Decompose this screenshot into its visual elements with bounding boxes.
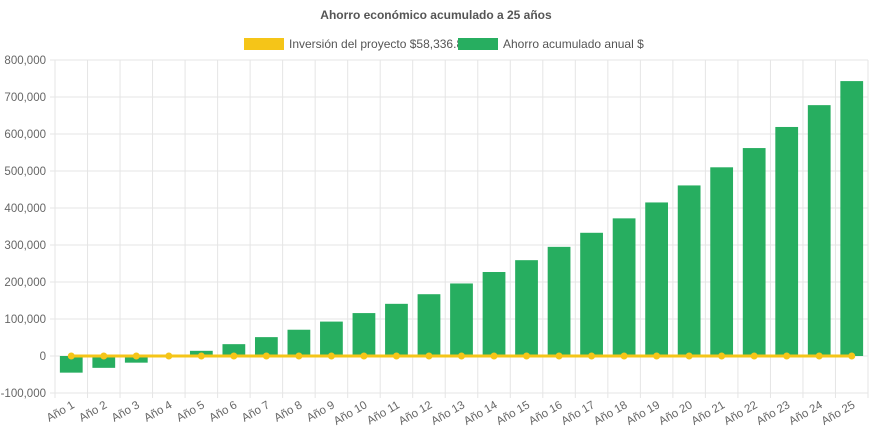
bar <box>222 344 246 356</box>
line-point <box>165 352 173 360</box>
bar <box>417 294 441 356</box>
chart-title: Ahorro económico acumulado a 25 años <box>320 8 552 22</box>
bar <box>59 356 83 373</box>
legend: Inversión del proyecto $58,336.85 Ahorro… <box>244 37 644 51</box>
y-tick-label: 300,000 <box>4 240 46 252</box>
x-tick-label: Año 1 <box>45 399 77 424</box>
y-tick-label: 0 <box>40 351 46 363</box>
x-tick-label: Año 8 <box>272 399 304 424</box>
bar <box>450 283 473 356</box>
x-tick-label: Año 11 <box>365 399 402 427</box>
line-point <box>425 352 433 360</box>
y-tick-label: 500,000 <box>4 166 46 178</box>
x-axis: Año 1 Año 2 Año 3 Año 4 Año 5 Año 6 Año 7 Año 8… <box>45 399 858 428</box>
line-point <box>197 352 205 360</box>
x-tick-label: Año 16 <box>527 399 565 428</box>
x-tick-label: Año 9 <box>305 399 337 424</box>
x-tick-label: Año 21 <box>690 399 728 428</box>
x-tick-label: Año 10 <box>332 399 370 428</box>
x-tick-label: Año 6 <box>207 399 239 424</box>
bar <box>612 218 636 356</box>
y-tick-label: 700,000 <box>4 92 46 104</box>
bar <box>742 148 766 356</box>
x-tick-label: Año 3 <box>110 399 142 424</box>
y-tick-label: 100,000 <box>4 314 46 326</box>
line-point <box>327 352 335 360</box>
x-tick-label: Año 4 <box>142 399 175 425</box>
line-point <box>750 352 758 360</box>
y-tick-label: 800,000 <box>4 55 46 67</box>
bar <box>515 260 538 356</box>
line-point <box>815 352 823 360</box>
bar <box>482 272 506 356</box>
grid <box>50 59 869 398</box>
legend-item-savings[interactable]: Ahorro acumulado anual $ <box>458 37 644 51</box>
line-point <box>262 352 270 360</box>
line-point <box>360 352 368 360</box>
line-point <box>295 352 303 360</box>
legend-swatch-savings <box>458 38 498 50</box>
legend-label-investment: Inversión del proyecto $58,336.85 <box>289 37 470 51</box>
bar <box>840 81 864 356</box>
bar <box>807 105 831 356</box>
line-point <box>783 352 791 360</box>
line-point <box>848 352 856 360</box>
y-tick-label: -100,000 <box>1 388 46 400</box>
y-tick-label: 400,000 <box>4 203 46 215</box>
line-point <box>685 352 693 360</box>
x-tick-label: Año 12 <box>397 399 435 428</box>
legend-item-investment[interactable]: Inversión del proyecto $58,336.85 <box>244 37 470 51</box>
x-tick-label: Año 14 <box>462 399 500 428</box>
y-tick-label: 600,000 <box>4 129 46 141</box>
line-point <box>653 352 661 360</box>
x-tick-label: Año 7 <box>240 399 272 424</box>
x-tick-label: Año 23 <box>755 399 793 428</box>
bar <box>580 232 603 356</box>
line-point <box>132 352 140 360</box>
legend-label-savings: Ahorro acumulado anual $ <box>503 37 644 51</box>
bar <box>92 356 116 368</box>
x-tick-label: Año 2 <box>77 399 109 424</box>
line-point <box>100 352 108 360</box>
bar <box>320 321 343 356</box>
x-tick-label: Año 13 <box>429 399 467 428</box>
legend-swatch-investment <box>244 38 284 50</box>
line-series <box>67 352 856 360</box>
bar <box>710 167 734 356</box>
y-tick-label: 200,000 <box>4 277 46 289</box>
x-tick-label: Año 20 <box>657 399 695 428</box>
line-point <box>555 352 563 360</box>
x-tick-label: Año 19 <box>625 399 663 428</box>
bar <box>352 313 376 356</box>
y-axis: 800,000 700,000 600,000 500,000 400,000 300,0… <box>1 55 46 400</box>
x-tick-label: Año 24 <box>787 399 825 428</box>
bar <box>254 337 278 356</box>
line-point <box>523 352 531 360</box>
bars <box>59 81 864 373</box>
bar <box>385 303 408 356</box>
bar <box>287 329 311 356</box>
bar <box>547 246 571 356</box>
line-point <box>230 352 238 360</box>
x-tick-label: Año 25 <box>820 399 858 428</box>
x-tick-label: Año 18 <box>592 399 630 428</box>
x-tick-label: Año 17 <box>560 399 598 428</box>
bar <box>775 126 799 356</box>
line-point <box>588 352 596 360</box>
line-point <box>620 352 628 360</box>
line-point <box>490 352 498 360</box>
line-point <box>458 352 465 360</box>
x-tick-label: Año 15 <box>494 399 532 428</box>
line-point <box>392 352 400 360</box>
line-point <box>67 352 75 360</box>
bar <box>677 185 701 356</box>
x-tick-label: Año 22 <box>722 399 760 428</box>
x-tick-label: Año 5 <box>175 399 207 424</box>
line-point <box>718 352 726 360</box>
bar <box>645 202 669 356</box>
